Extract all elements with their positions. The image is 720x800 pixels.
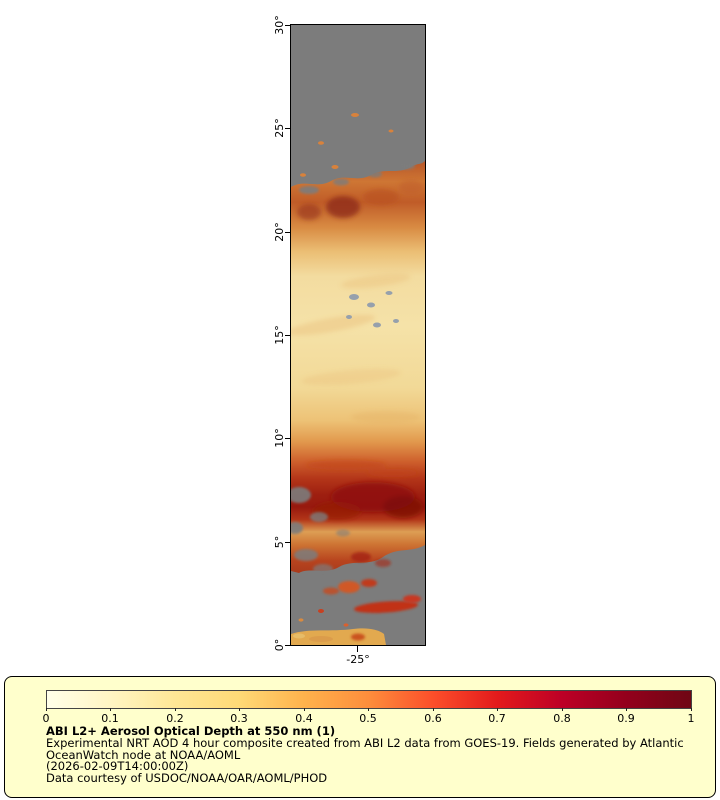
lat-axis-tick xyxy=(285,128,291,129)
lat-axis-tick xyxy=(285,232,291,233)
legend-line-4: Data courtesy of USDOC/NOAA/OAR/AOML/PHO… xyxy=(46,770,328,785)
colorbar-tick-label: 0.2 xyxy=(166,712,184,725)
lat-axis-tick xyxy=(285,438,291,439)
colorbar-tick-label: 0.6 xyxy=(424,712,442,725)
colorbar-tick xyxy=(368,708,369,711)
colorbar-tick xyxy=(562,708,563,711)
colorbar-tick xyxy=(175,708,176,711)
legend-line-1: Experimental NRT AOD 4 hour composite cr… xyxy=(46,736,684,751)
lon-axis-tick xyxy=(357,646,358,652)
lat-tick-label: 5° xyxy=(273,535,286,549)
aod-map xyxy=(286,25,425,645)
colorbar-tick-label: 0.9 xyxy=(617,712,635,725)
colorbar-tick-label: 0.1 xyxy=(101,712,119,725)
colorbar-tick xyxy=(691,708,692,711)
lat-tick-label: 30° xyxy=(273,15,286,35)
colorbar-tick xyxy=(433,708,434,711)
lat-tick-label: 20° xyxy=(273,222,286,242)
legend-panel: 0 0.1 0.2 0.3 0.4 0.5 0.6 0.7 0.8 0.9 1 … xyxy=(4,676,716,798)
colorbar-tick-label: 0 xyxy=(42,712,50,725)
lat-axis-tick xyxy=(285,25,291,26)
colorbar-tick xyxy=(497,708,498,711)
colorbar-tick xyxy=(46,708,47,711)
colorbar-tick xyxy=(304,708,305,711)
colorbar-tick xyxy=(626,708,627,711)
lat-axis-tick xyxy=(285,542,291,543)
colorbar-tick-label: 0.4 xyxy=(295,712,313,725)
lat-tick-label: 25° xyxy=(273,118,286,138)
colorbar-scale: 0 0.1 0.2 0.3 0.4 0.5 0.6 0.7 0.8 0.9 1 xyxy=(42,690,695,730)
lon-tick-label: -25° xyxy=(346,653,370,666)
colorbar-tick-label: 0.5 xyxy=(359,712,377,725)
legend-line-2: OceanWatch node at NOAA/AOML xyxy=(46,747,241,762)
lat-tick-label: 10° xyxy=(273,428,286,448)
legend-text-block: ABI L2+ Aerosol Optical Depth at 550 nm … xyxy=(46,724,684,785)
aod-map-raster xyxy=(286,25,425,645)
lat-axis-tick xyxy=(285,335,291,336)
colorbar-tick xyxy=(110,708,111,711)
legend-line-3: (2026-02-09T14:00:00Z) xyxy=(46,759,189,774)
colorbar xyxy=(46,690,692,709)
colorbar-tick xyxy=(239,708,240,711)
legend-title: ABI L2+ Aerosol Optical Depth at 550 nm … xyxy=(46,724,336,738)
lat-axis-tick xyxy=(285,645,291,646)
lat-tick-label: 0° xyxy=(273,638,286,652)
colorbar-tick-label: 0.7 xyxy=(488,712,506,725)
colorbar-tick-label: 0.3 xyxy=(230,712,248,725)
colorbar-tick-label: 0.8 xyxy=(553,712,571,725)
colorbar-tick-label: 1 xyxy=(687,712,695,725)
lat-tick-label: 15° xyxy=(273,325,286,345)
